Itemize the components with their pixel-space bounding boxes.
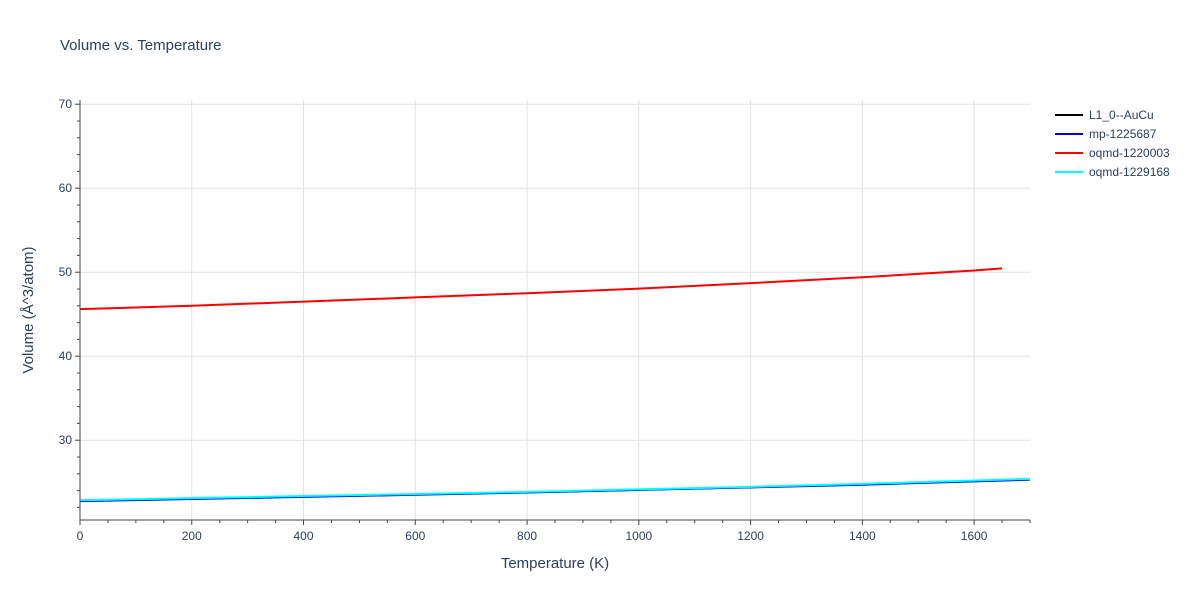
legend-item[interactable]: mp-1225687 xyxy=(1055,127,1157,141)
x-tick-label: 200 xyxy=(182,529,202,543)
y-axis-title: Volume (Å^3/atom) xyxy=(20,246,37,373)
chart-title: Volume vs. Temperature xyxy=(60,37,221,54)
y-tick-label: 30 xyxy=(59,433,73,447)
y-tick-label: 70 xyxy=(59,97,73,111)
x-tick-label: 600 xyxy=(405,529,425,543)
y-tick-label: 50 xyxy=(59,265,73,279)
x-tick-label: 1400 xyxy=(849,529,876,543)
x-tick-label: 0 xyxy=(77,529,84,543)
grid xyxy=(80,100,1030,520)
series-line-oqmd-1220003 xyxy=(79,267,1003,311)
x-tick-label: 1000 xyxy=(625,529,652,543)
legend-label: oqmd-1220003 xyxy=(1089,146,1170,160)
legend-label: L1_0--AuCu xyxy=(1089,108,1154,122)
series-line-oqmd-1229168 xyxy=(79,477,1031,502)
x-tick-label: 400 xyxy=(294,529,314,543)
axes: 0 200 400 600 800 1000 1200 1400 1600 30 40 50 60 70 xyxy=(59,97,1031,543)
legend-label: mp-1225687 xyxy=(1089,127,1157,141)
legend-item[interactable]: L1_0--AuCu xyxy=(1055,108,1154,122)
legend-label: oqmd-1229168 xyxy=(1089,165,1170,179)
legend-item[interactable]: oqmd-1229168 xyxy=(1055,165,1170,179)
y-tick-label: 40 xyxy=(59,349,73,363)
x-axis-title: Temperature (K) xyxy=(501,555,609,572)
x-tick-label: 800 xyxy=(517,529,537,543)
y-tick-label: 60 xyxy=(59,181,73,195)
x-tick-label: 1200 xyxy=(737,529,764,543)
legend-item[interactable]: oqmd-1220003 xyxy=(1055,146,1170,160)
legend[interactable]: L1_0--AuCu mp-1225687 oqmd-1220003 oqmd-122… xyxy=(1055,108,1170,179)
x-tick-label: 1600 xyxy=(961,529,988,543)
series-lines xyxy=(79,267,1031,503)
